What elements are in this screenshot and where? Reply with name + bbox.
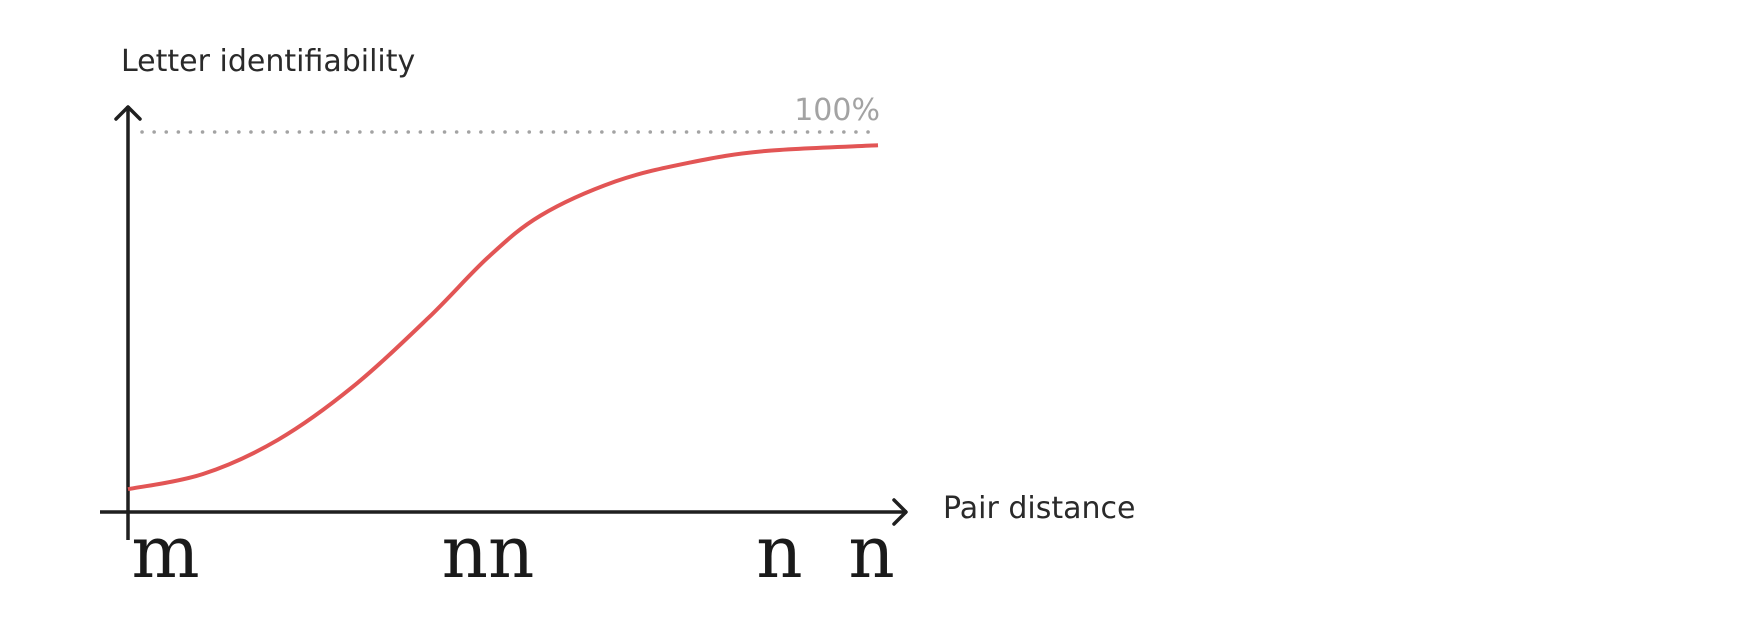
x-axis-arrowhead (892, 498, 908, 526)
x-axis-title: Pair distance (943, 491, 1135, 526)
x-tick-label-2: n n (756, 510, 895, 594)
y-axis-title: Letter identifiability (121, 44, 415, 79)
x-tick-label-0: m (131, 510, 199, 594)
x-tick-label-1: nn (442, 510, 535, 594)
reference-line-label: 100% (794, 93, 880, 128)
y-axis-arrowhead (114, 105, 142, 121)
series-0-line (127, 143, 879, 492)
